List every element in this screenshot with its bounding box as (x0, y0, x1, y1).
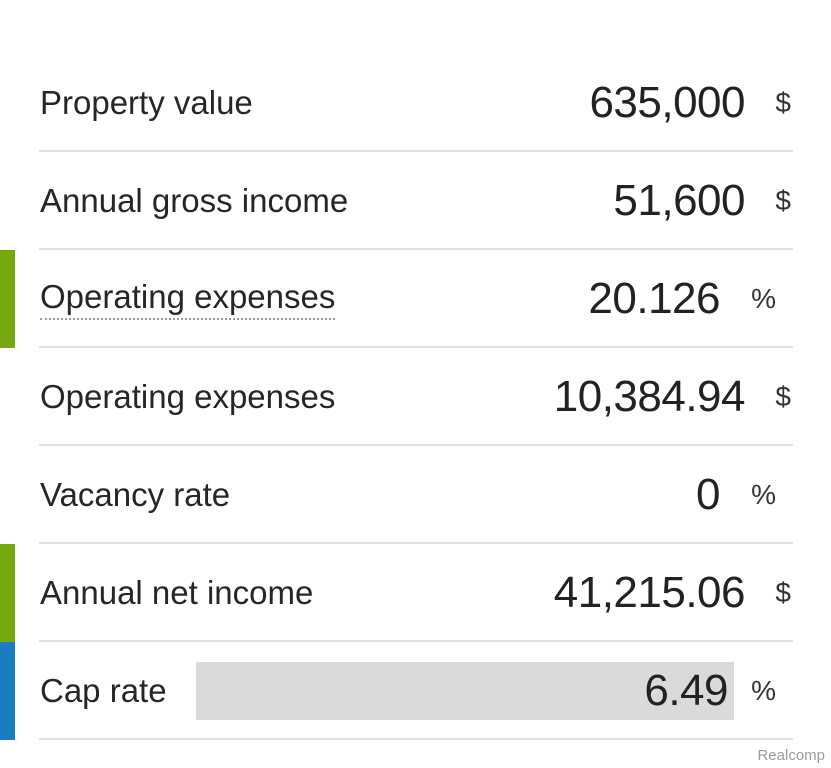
row-operating-expenses-percent: Operating expenses 20.126 % (0, 250, 831, 348)
cap-rate-result-field: 6.49 (196, 662, 734, 720)
annual-net-income-value: 41,215.06 (553, 568, 746, 617)
property-value-unit: $ (775, 87, 791, 118)
row-divider (39, 640, 793, 642)
operating-expenses-percent-field[interactable]: 20.126 (588, 270, 749, 328)
active-row-marker (0, 544, 15, 642)
result-row-marker (0, 642, 15, 740)
cap-rate-label: Cap rate (40, 672, 167, 709)
vacancy-rate-label: Vacancy rate (40, 476, 231, 513)
row-divider (39, 542, 793, 544)
row-cap-rate: Cap rate 6.49 % (0, 642, 831, 740)
active-row-marker (0, 250, 15, 348)
property-value-value: 635,000 (589, 78, 745, 127)
cap-rate-calculator: Property value 635,000 $ Annual gross in… (0, 54, 831, 740)
operating-expenses-percent-unit: % (751, 283, 776, 314)
row-divider (39, 444, 793, 446)
cap-rate-unit: % (751, 675, 776, 706)
operating-expenses-amount-field[interactable]: 10,384.94 (554, 368, 749, 426)
annual-gross-income-label: Annual gross income (40, 182, 349, 219)
operating-expenses-amount-unit: $ (775, 381, 791, 412)
row-property-value: Property value 635,000 $ (0, 54, 831, 152)
row-vacancy-rate: Vacancy rate 0 % (0, 446, 831, 544)
property-value-label: Property value (40, 84, 253, 121)
watermark: Realcomp (757, 747, 825, 764)
annual-gross-income-field[interactable]: 51,600 (613, 172, 749, 230)
row-annual-net-income: Annual net income 41,215.06 $ (0, 544, 831, 642)
annual-gross-income-value: 51,600 (613, 176, 745, 225)
annual-net-income-field[interactable]: 41,215.06 (554, 564, 749, 622)
row-divider (39, 150, 793, 152)
operating-expenses-amount-label: Operating expenses (40, 378, 336, 415)
row-divider (39, 346, 793, 348)
row-divider (39, 738, 793, 740)
annual-gross-income-unit: $ (775, 185, 791, 216)
property-value-field[interactable]: 635,000 (589, 74, 749, 132)
row-operating-expenses-amount: Operating expenses 10,384.94 $ (0, 348, 831, 446)
annual-net-income-label: Annual net income (40, 574, 314, 611)
operating-expenses-percent-label[interactable]: Operating expenses (40, 278, 336, 320)
row-divider (39, 248, 793, 250)
operating-expenses-amount-value: 10,384.94 (553, 372, 746, 421)
vacancy-rate-field[interactable]: 0 (696, 466, 749, 524)
annual-net-income-unit: $ (775, 577, 791, 608)
vacancy-rate-value: 0 (696, 470, 720, 519)
operating-expenses-percent-value: 20.126 (588, 274, 720, 323)
vacancy-rate-unit: % (751, 479, 776, 510)
cap-rate-value: 6.49 (644, 666, 728, 715)
row-annual-gross-income: Annual gross income 51,600 $ (0, 152, 831, 250)
